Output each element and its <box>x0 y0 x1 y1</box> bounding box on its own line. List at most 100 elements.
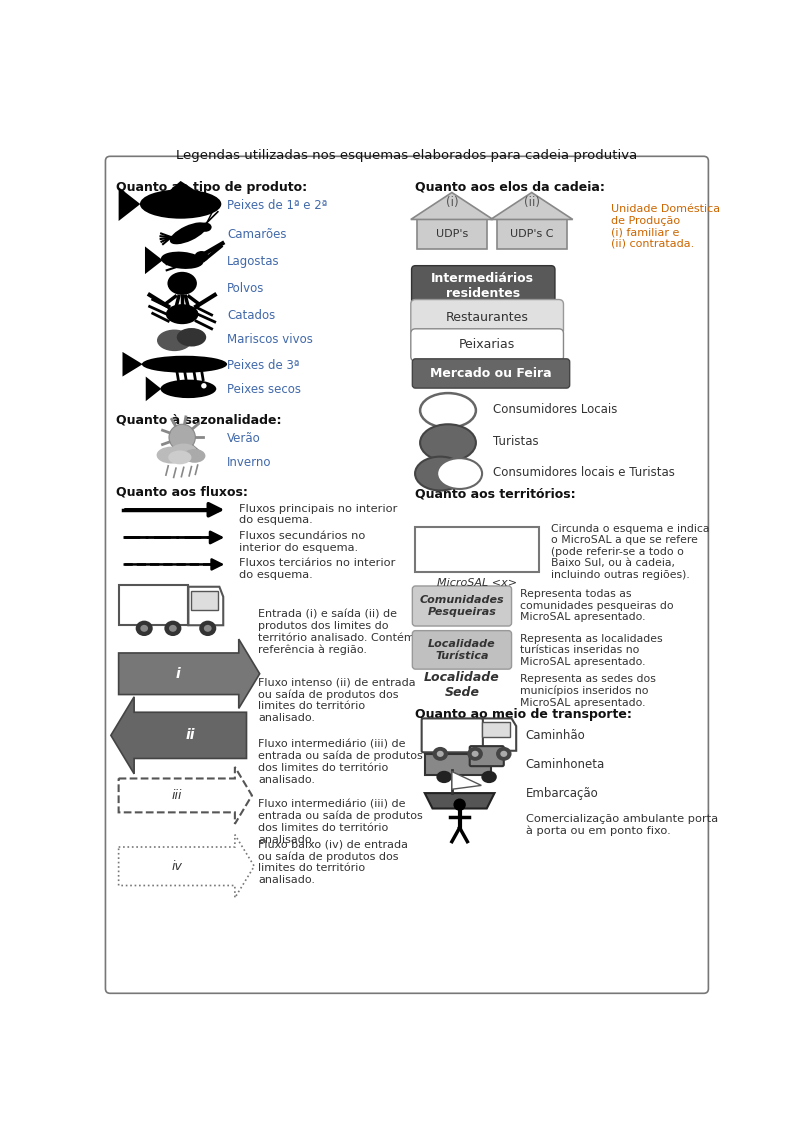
Ellipse shape <box>170 222 207 245</box>
Ellipse shape <box>433 747 448 760</box>
Text: Turistas: Turistas <box>493 435 538 448</box>
Text: UDP's: UDP's <box>436 229 468 239</box>
Ellipse shape <box>169 424 195 450</box>
Polygon shape <box>111 697 246 774</box>
Text: Fluxos principais no interior
do esquema.: Fluxos principais no interior do esquema… <box>239 503 397 526</box>
Ellipse shape <box>140 190 222 219</box>
Text: Comercialização ambulante porta
à porta ou em ponto fixo.: Comercialização ambulante porta à porta … <box>526 814 718 837</box>
Ellipse shape <box>136 621 152 636</box>
Text: Peixes secos: Peixes secos <box>227 383 301 396</box>
Ellipse shape <box>453 798 466 811</box>
Text: Fluxo intermediário (iii) de
entrada ou saída de produtos
dos limites do territó: Fluxo intermediário (iii) de entrada ou … <box>258 739 423 785</box>
Polygon shape <box>452 772 481 789</box>
Text: Quanto ao tipo de produto:: Quanto ao tipo de produto: <box>116 181 307 194</box>
Text: Representa as localidades
turísticas inseridas no
MicroSAL apresentado.: Representa as localidades turísticas ins… <box>520 633 663 667</box>
Ellipse shape <box>177 328 206 347</box>
Text: iv: iv <box>172 860 182 873</box>
FancyBboxPatch shape <box>417 219 487 248</box>
Ellipse shape <box>142 356 227 373</box>
Text: MicroSAL <x>: MicroSAL <x> <box>437 578 518 588</box>
FancyBboxPatch shape <box>106 156 708 994</box>
Text: Caminhão: Caminhão <box>526 729 585 742</box>
Text: Entrada (i) e saída (ii) de
produtos dos limites do
território analisado. Contém: Entrada (i) e saída (ii) de produtos dos… <box>258 610 415 655</box>
Ellipse shape <box>472 751 479 757</box>
FancyBboxPatch shape <box>410 329 564 362</box>
FancyBboxPatch shape <box>422 719 483 752</box>
Text: ii: ii <box>185 729 195 742</box>
Ellipse shape <box>420 424 476 462</box>
Text: Consumidores Locais: Consumidores Locais <box>493 403 617 416</box>
Text: Fluxos secundários no
interior do esquema.: Fluxos secundários no interior do esquem… <box>239 531 365 553</box>
Text: Consumidores locais e Turistas: Consumidores locais e Turistas <box>493 466 675 478</box>
Text: Peixes de 3ª: Peixes de 3ª <box>227 359 299 372</box>
Ellipse shape <box>166 304 198 325</box>
Text: Quanto à sazonalidade:: Quanto à sazonalidade: <box>116 413 282 427</box>
Ellipse shape <box>160 380 216 398</box>
FancyBboxPatch shape <box>412 359 569 389</box>
Text: Peixes de 1ª e 2ª: Peixes de 1ª e 2ª <box>227 199 327 211</box>
Polygon shape <box>491 192 572 219</box>
FancyBboxPatch shape <box>412 586 511 626</box>
Polygon shape <box>145 246 163 274</box>
Text: Camarões: Camarões <box>227 228 287 241</box>
Polygon shape <box>118 767 252 824</box>
Text: Catados: Catados <box>227 309 276 322</box>
Text: Peixarias: Peixarias <box>459 338 515 351</box>
Polygon shape <box>122 351 143 376</box>
Polygon shape <box>146 376 161 401</box>
Ellipse shape <box>195 252 209 262</box>
Text: Verão: Verão <box>227 432 261 445</box>
Ellipse shape <box>161 252 203 268</box>
Polygon shape <box>188 586 223 626</box>
Text: Localidade
Sede: Localidade Sede <box>424 672 500 700</box>
Ellipse shape <box>157 329 192 351</box>
Text: Unidade Doméstica
de Produção
(i) familiar e
(ii) contratada.: Unidade Doméstica de Produção (i) famili… <box>611 204 720 249</box>
Ellipse shape <box>496 747 511 760</box>
Text: Restaurantes: Restaurantes <box>445 311 528 323</box>
FancyBboxPatch shape <box>482 721 510 737</box>
Ellipse shape <box>415 457 465 491</box>
Text: i: i <box>176 667 181 681</box>
Ellipse shape <box>169 624 177 632</box>
Text: Localidade
Turística: Localidade Turística <box>428 639 495 660</box>
Ellipse shape <box>168 272 197 295</box>
Text: Representa todas as
comunidades pesqueiras do
MicroSAL apresentado.: Representa todas as comunidades pesqueir… <box>520 590 673 622</box>
Text: Mariscos vivos: Mariscos vivos <box>227 334 313 346</box>
Ellipse shape <box>168 450 191 464</box>
Text: Quanto aos elos da cadeia:: Quanto aos elos da cadeia: <box>415 181 605 194</box>
Text: Embarcação: Embarcação <box>526 787 598 800</box>
Ellipse shape <box>204 624 212 632</box>
Polygon shape <box>410 192 493 219</box>
FancyBboxPatch shape <box>118 585 188 626</box>
Ellipse shape <box>500 751 507 757</box>
FancyBboxPatch shape <box>191 592 218 610</box>
Text: Quanto aos territórios:: Quanto aos territórios: <box>415 487 576 501</box>
FancyBboxPatch shape <box>470 746 504 766</box>
FancyBboxPatch shape <box>497 219 567 248</box>
Ellipse shape <box>183 449 206 463</box>
Polygon shape <box>118 639 260 709</box>
Text: Lagostas: Lagostas <box>227 255 279 268</box>
FancyBboxPatch shape <box>412 631 511 669</box>
Text: UDP's C: UDP's C <box>510 229 553 239</box>
Text: Inverno: Inverno <box>227 456 272 468</box>
Ellipse shape <box>481 770 497 783</box>
FancyBboxPatch shape <box>411 266 555 308</box>
Text: Fluxo baixo (iv) de entrada
ou saída de produtos dos
limites do território
anali: Fluxo baixo (iv) de entrada ou saída de … <box>258 839 408 885</box>
FancyBboxPatch shape <box>425 754 491 775</box>
Ellipse shape <box>437 458 482 489</box>
Ellipse shape <box>156 447 186 464</box>
FancyBboxPatch shape <box>415 528 539 572</box>
Text: Caminhoneta: Caminhoneta <box>526 758 605 772</box>
Text: Quanto ao meio de transporte:: Quanto ao meio de transporte: <box>415 709 632 721</box>
Polygon shape <box>118 188 141 221</box>
Text: iii: iii <box>172 789 182 802</box>
Text: (ii): (ii) <box>524 197 540 209</box>
Ellipse shape <box>420 393 476 428</box>
Ellipse shape <box>141 624 148 632</box>
Ellipse shape <box>199 222 212 231</box>
FancyBboxPatch shape <box>410 300 564 335</box>
Ellipse shape <box>199 621 216 636</box>
Ellipse shape <box>201 383 206 389</box>
Text: Fluxo intermediário (iii) de
entrada ou saída de produtos
dos limites do territó: Fluxo intermediário (iii) de entrada ou … <box>258 800 423 844</box>
